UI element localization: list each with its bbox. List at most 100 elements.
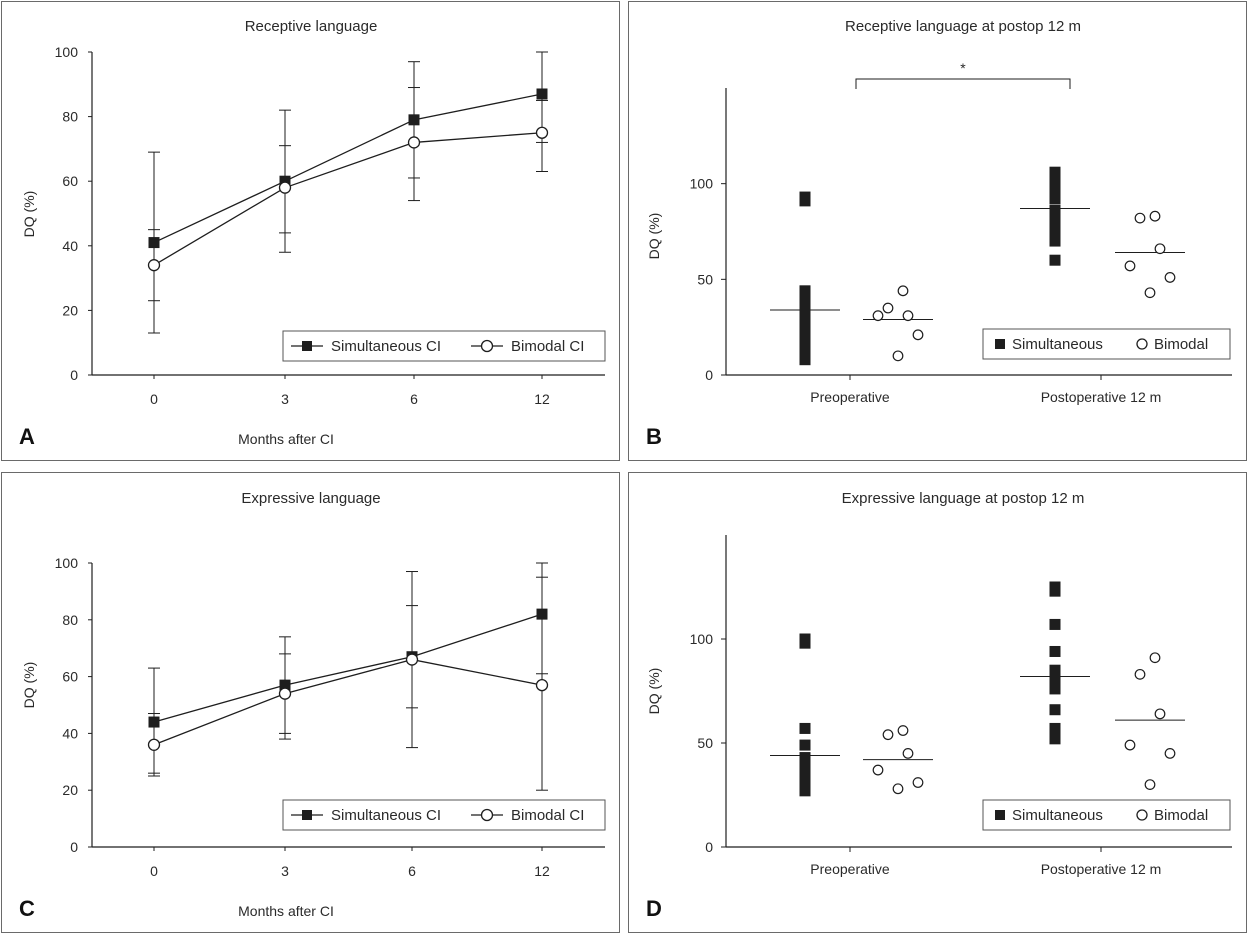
data-point [1164, 272, 1176, 283]
legend: Simultaneous CI Bimodal CI [282, 799, 606, 831]
data-point [799, 354, 811, 366]
data-point [1049, 254, 1061, 266]
data-point [1049, 645, 1061, 657]
data-point [1049, 220, 1061, 232]
legend-marker [302, 810, 312, 820]
legend-label: Simultaneous CI [331, 338, 441, 355]
group-label: Postoperative 12 m [1041, 861, 1162, 877]
data-point [902, 310, 914, 322]
data-point [278, 687, 292, 700]
x-tick-label: 0 [150, 863, 158, 879]
data-point [799, 338, 811, 350]
data-point [799, 777, 811, 789]
data-point [408, 114, 420, 126]
data-point [799, 760, 811, 772]
y-tick-label: 0 [705, 367, 713, 383]
data-point [1124, 739, 1136, 751]
data-point [902, 748, 914, 759]
data-point [892, 783, 904, 795]
x-axis-label: Months after CI [238, 431, 334, 447]
y-tick-label: 80 [62, 109, 78, 125]
y-tick-label: 40 [62, 725, 78, 741]
series-line [153, 658, 543, 746]
data-point [535, 678, 549, 692]
data-point [1049, 176, 1061, 188]
series-line [153, 613, 543, 723]
data-point [1154, 243, 1166, 255]
y-axis-label: DQ (%) [21, 662, 37, 709]
data-point [147, 259, 161, 272]
x-tick-label: 0 [150, 391, 158, 407]
data-point [148, 716, 160, 728]
data-point [148, 237, 160, 249]
x-tick-label: 6 [410, 391, 418, 407]
x-tick-label: 12 [534, 863, 550, 879]
data-point [799, 323, 811, 335]
y-tick-label: 100 [690, 176, 714, 192]
data-point [897, 285, 909, 297]
data-point [1049, 722, 1061, 734]
data-point [279, 175, 291, 187]
data-point [1049, 704, 1061, 716]
data-point [799, 300, 811, 312]
data-point [872, 310, 884, 322]
data-point [407, 136, 421, 149]
data-point [799, 768, 811, 780]
y-tick-label: 60 [62, 669, 78, 685]
data-point [799, 308, 811, 320]
y-tick-label: 60 [62, 173, 78, 189]
group-label: Preoperative [810, 389, 890, 405]
data-point [1049, 227, 1061, 239]
panel-c: Expressive language Months after CI DQ (… [1, 472, 620, 933]
data-point [872, 764, 884, 776]
data-point [279, 679, 291, 691]
legend-box [982, 328, 1231, 360]
data-point [799, 292, 811, 304]
data-point [799, 346, 811, 358]
data-point [1049, 581, 1061, 593]
data-point [1134, 212, 1146, 224]
legend-marker [995, 339, 1005, 349]
data-point [799, 191, 811, 203]
legend: Simultaneous CI Bimodal CI [282, 330, 606, 362]
data-point [799, 739, 811, 751]
data-point [799, 785, 811, 797]
data-point [882, 729, 894, 741]
x-tick-label: 12 [534, 391, 550, 407]
data-point [799, 752, 811, 764]
panel-a: Receptive language Months after CI DQ (%… [1, 1, 620, 461]
data-point [1049, 675, 1061, 687]
legend-box [282, 799, 606, 831]
legend-label: Simultaneous [1012, 807, 1103, 824]
y-tick-label: 0 [70, 367, 78, 383]
x-tick-label: 3 [281, 391, 289, 407]
data-point [1049, 618, 1061, 630]
legend-label: Bimodal CI [511, 807, 584, 824]
expressive-language-scatter-chart: Expressive language at postop 12 m DQ (%… [646, 490, 1232, 921]
data-point [799, 331, 811, 343]
y-tick-label: 0 [705, 839, 713, 855]
y-tick-label: 40 [62, 238, 78, 254]
data-point [892, 350, 904, 362]
legend-label: Bimodal [1154, 336, 1208, 353]
data-point [882, 302, 894, 314]
data-point [799, 285, 811, 297]
data-point [1049, 185, 1061, 197]
x-axis-label: Months after CI [238, 903, 334, 919]
data-point [1049, 733, 1061, 745]
data-point [278, 181, 292, 194]
data-point [897, 725, 909, 736]
data-point [536, 88, 548, 100]
data-point [912, 329, 924, 341]
legend-marker [480, 808, 494, 822]
data-point [1049, 204, 1061, 216]
data-point [1124, 260, 1136, 272]
receptive-language-scatter-chart: Receptive language at postop 12 m DQ (%)… [646, 18, 1232, 449]
data-point [1149, 652, 1161, 664]
significance-marker: * [960, 60, 966, 76]
data-point [1144, 287, 1156, 299]
data-point [799, 633, 811, 645]
panel-label: D [646, 896, 662, 921]
data-point [912, 777, 924, 788]
legend: Simultaneous Bimodal [982, 799, 1231, 831]
